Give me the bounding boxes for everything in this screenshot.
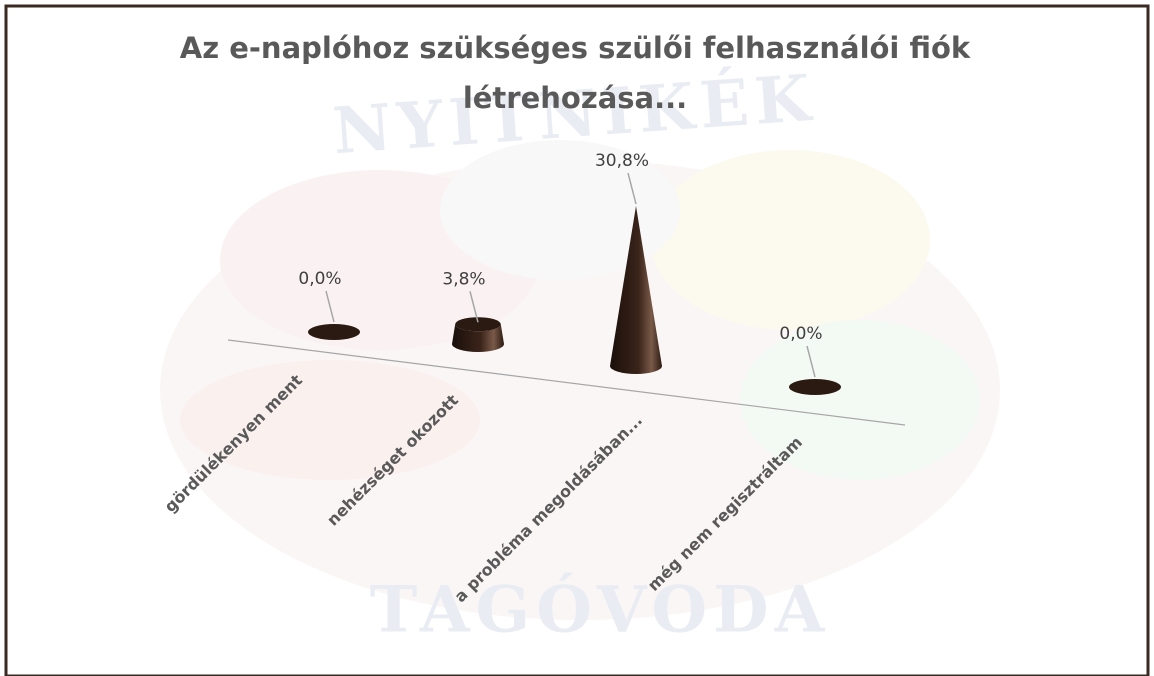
value-label: 0,0% — [779, 324, 822, 344]
chart-title: létrehozása... — [463, 81, 687, 115]
value-label: 3,8% — [442, 269, 485, 289]
value-label: 30,8% — [595, 151, 649, 171]
value-label: 0,0% — [298, 269, 341, 289]
watermark-bottom: TAGÓVODA — [370, 573, 831, 648]
cone-base — [789, 379, 841, 395]
chart-title: Az e-naplóhoz szükséges szülői felhaszná… — [180, 31, 971, 65]
cone-base — [308, 324, 360, 340]
chart: NYITNIKÉK TAGÓVODA Az e-naplóhoz szükség… — [0, 0, 1154, 676]
